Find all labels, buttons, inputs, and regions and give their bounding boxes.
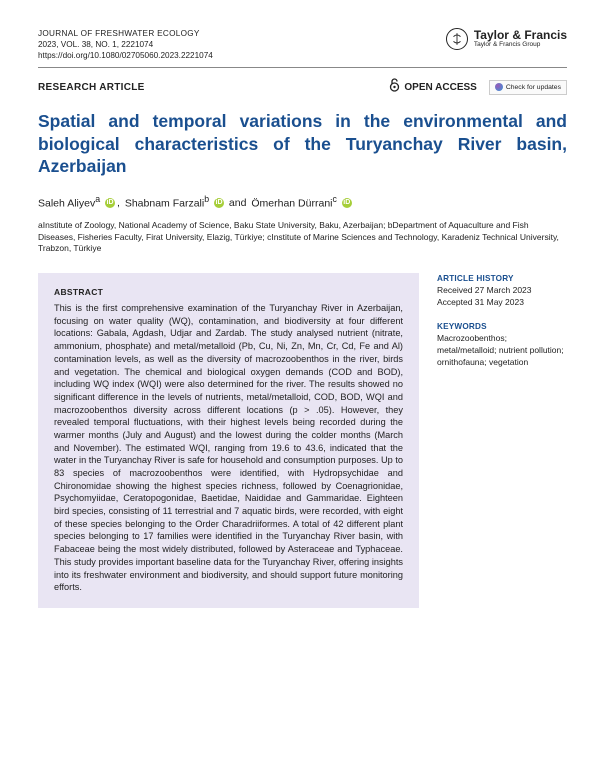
publisher-sub: Taylor & Francis Group [474, 42, 567, 49]
abstract-body: This is the first comprehensive examinat… [54, 302, 403, 594]
header-row: JOURNAL OF FRESHWATER ECOLOGY 2023, VOL.… [38, 28, 567, 61]
open-access-text: OPEN ACCESS [404, 81, 476, 95]
article-title: Spatial and temporal variations in the e… [38, 110, 567, 177]
author-1: Saleh Aliyev [38, 197, 95, 209]
publisher-logo-icon [446, 28, 468, 50]
keywords-text: Macrozoobenthos; metal/metalloid; nutrie… [437, 333, 567, 369]
orcid-icon[interactable]: iD [342, 198, 352, 208]
publisher-block: Taylor & Francis Taylor & Francis Group [446, 28, 567, 50]
doi-link[interactable]: https://doi.org/10.1080/02705060.2023.22… [38, 51, 213, 60]
authors-line: Saleh Aliyeva iD, Shabnam Farzalib iD an… [38, 194, 567, 211]
orcid-icon[interactable]: iD [105, 198, 115, 208]
check-updates-button[interactable]: Check for updates [489, 80, 567, 95]
journal-vol: 2023, VOL. 38, NO. 1, 2221074 [38, 39, 213, 50]
author-2-sup: b [204, 194, 209, 204]
author-3-sup: c [333, 194, 337, 204]
article-history-block: ARTICLE HISTORY Received 27 March 2023 A… [437, 273, 567, 309]
article-type: RESEARCH ARTICLE [38, 81, 145, 95]
right-badges: OPEN ACCESS Check for updates [389, 78, 567, 96]
side-column: ARTICLE HISTORY Received 27 March 2023 A… [437, 273, 567, 381]
article-type-row: RESEARCH ARTICLE OPEN ACCESS Check for u… [38, 78, 567, 96]
author-sep-and: and [226, 197, 249, 209]
abstract-box: ABSTRACT This is the first comprehensive… [38, 273, 419, 608]
open-access-badge: OPEN ACCESS [389, 78, 476, 96]
keywords-heading: KEYWORDS [437, 321, 567, 332]
open-access-icon [389, 78, 400, 96]
journal-info: JOURNAL OF FRESHWATER ECOLOGY 2023, VOL.… [38, 28, 213, 61]
crossmark-icon [495, 83, 503, 91]
history-accepted: Accepted 31 May 2023 [437, 297, 567, 309]
author-1-sup: a [95, 194, 100, 204]
main-columns: ABSTRACT This is the first comprehensive… [38, 273, 567, 608]
author-sep: , [117, 197, 123, 209]
orcid-icon[interactable]: iD [214, 198, 224, 208]
publisher-main: Taylor & Francis [474, 29, 567, 42]
publisher-text: Taylor & Francis Taylor & Francis Group [474, 29, 567, 48]
affiliations: aInstitute of Zoology, National Academy … [38, 220, 567, 254]
journal-name: JOURNAL OF FRESHWATER ECOLOGY [38, 28, 213, 39]
header-divider [38, 67, 567, 68]
history-received: Received 27 March 2023 [437, 285, 567, 297]
author-2: Shabnam Farzali [125, 197, 204, 209]
author-3: Ömerhan Dürrani [251, 197, 332, 209]
check-updates-text: Check for updates [506, 83, 561, 92]
abstract-heading: ABSTRACT [54, 287, 403, 298]
keywords-block: KEYWORDS Macrozoobenthos; metal/metalloi… [437, 321, 567, 369]
history-heading: ARTICLE HISTORY [437, 273, 567, 284]
